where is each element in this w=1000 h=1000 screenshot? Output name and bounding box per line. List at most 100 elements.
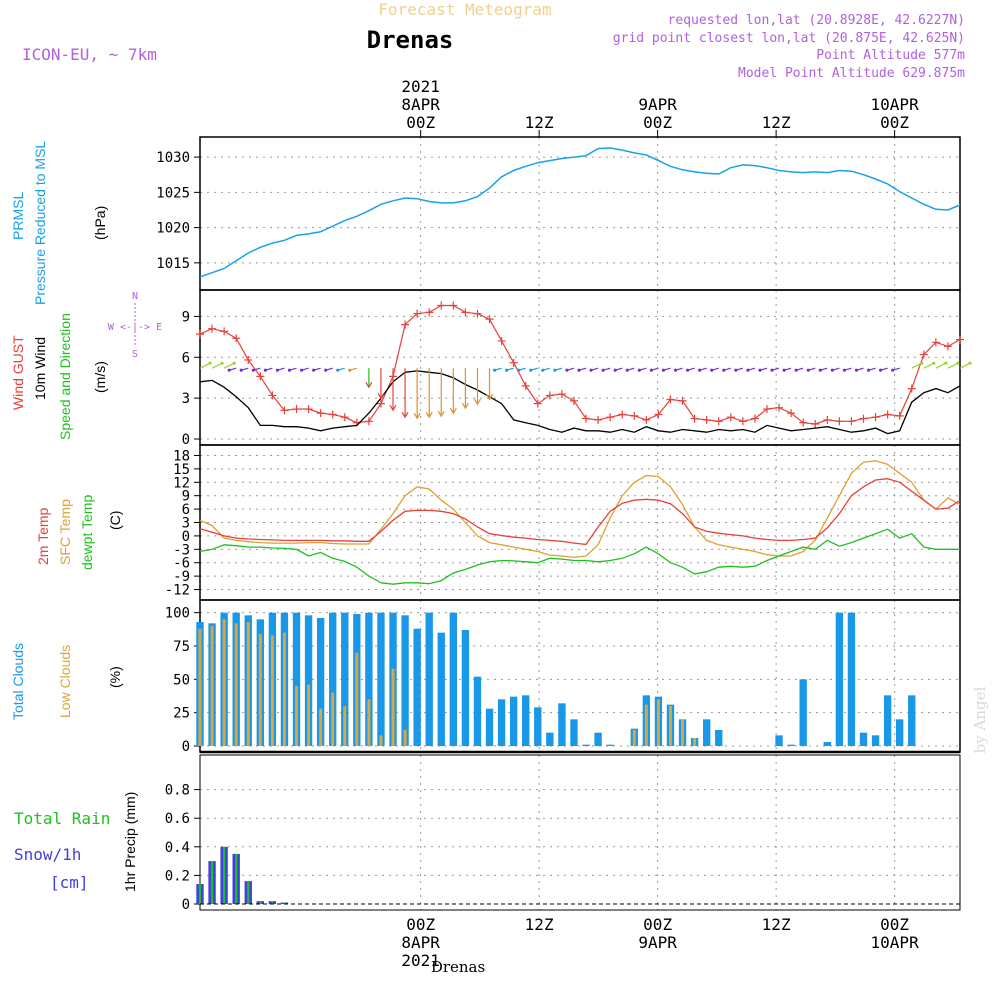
gust-marker (895, 411, 904, 420)
total-cloud-bar (835, 612, 844, 746)
wind-arrowhead (208, 361, 212, 365)
wind-arrowhead (613, 368, 617, 372)
total-cloud-bar (582, 744, 590, 746)
label-wind-gust: Wind GUST (10, 335, 26, 410)
total-cloud-bar (461, 630, 470, 746)
gust-marker (847, 417, 856, 426)
gust-marker (376, 399, 385, 408)
wind-arrow (959, 362, 971, 369)
wind-arrowhead (830, 368, 834, 372)
pressure-series (199, 147, 961, 278)
gust-marker (666, 395, 675, 404)
low-cloud-bar (669, 706, 672, 746)
wind-arrowhead (637, 368, 641, 372)
wind-arrow (199, 362, 211, 369)
temp-sfc-line (199, 460, 961, 559)
wind-arrowhead (437, 410, 445, 418)
wind-arrowhead (565, 368, 569, 372)
gust-marker (630, 411, 639, 420)
wind-arrowhead (968, 361, 972, 365)
gust-marker (919, 350, 928, 359)
wind-arrowhead (413, 412, 421, 420)
wind-arrowhead (473, 398, 481, 406)
wind-arrowhead (673, 368, 678, 372)
total-cloud-bar (522, 695, 530, 746)
precip-series (196, 846, 960, 905)
wind-arrowhead (232, 361, 236, 365)
wind-arrowhead (944, 361, 948, 365)
wind-arrowhead (553, 368, 557, 372)
wind-arrowhead (782, 368, 786, 372)
wind-arrow (223, 362, 235, 369)
wind-arrowhead (956, 361, 960, 365)
gust-marker (775, 403, 784, 412)
y-tick-label: -12 (165, 583, 190, 599)
low-cloud-bar (367, 699, 371, 746)
gust-marker (835, 417, 844, 426)
wind-arrowhead (661, 368, 666, 372)
low-cloud-bar (198, 628, 202, 746)
wind-arrowhead (722, 368, 726, 372)
total-cloud-bar (316, 618, 325, 746)
dewpt-line (199, 528, 960, 585)
date-label-bottom: 10APR (871, 933, 920, 952)
total-cloud-bar (546, 732, 554, 746)
y-tick-label: 3 (182, 391, 190, 407)
label-low-clouds: Low Clouds (57, 645, 73, 718)
label-speed-direction: Speed and Direction (57, 313, 73, 440)
total-cloud-bar (558, 703, 566, 746)
model-point-altitude: Model Point Altitude 629.875m (738, 66, 965, 81)
y-tick-label: 15 (173, 462, 190, 478)
y-tick-label: 0.4 (165, 840, 190, 856)
low-cloud-bar (343, 706, 347, 746)
low-cloud-bar (222, 619, 226, 746)
rain-bar (198, 883, 202, 904)
gust-marker (714, 417, 723, 426)
label-percent: (%) (107, 666, 123, 688)
gust-marker (220, 327, 229, 336)
total-cloud-bar (473, 676, 482, 746)
cloud-series (196, 612, 916, 746)
y-tick-label: 75 (173, 639, 190, 655)
total-cloud-bar (896, 719, 904, 746)
wind-arrowhead (401, 411, 409, 419)
y-tick-label: 1015 (156, 256, 190, 272)
total-cloud-bar (787, 744, 795, 746)
wind-arrowhead (541, 368, 545, 372)
low-cloud-bar (403, 730, 407, 746)
gust-marker (931, 338, 940, 347)
gust-marker (883, 410, 892, 419)
rain-bar (235, 853, 238, 904)
wind-arrowhead (854, 368, 859, 372)
gust-marker (618, 410, 627, 419)
wind-arrowhead (879, 368, 883, 372)
y-tick-label: 50 (173, 672, 190, 688)
y-tick-label: 1030 (156, 150, 190, 166)
total-cloud-bar (702, 719, 711, 746)
low-cloud-bar (319, 708, 323, 746)
gust-marker (642, 415, 651, 424)
wind-arrowhead (842, 368, 847, 372)
date-label-bottom: 9APR (638, 933, 677, 952)
label-dewpt-temp: dewpt Temp (79, 495, 95, 570)
wind-arrowhead (377, 392, 385, 400)
gust-marker (473, 309, 482, 318)
y-tick-label: 12 (173, 475, 190, 491)
gust-marker (401, 320, 410, 329)
wind-arrowhead (365, 381, 373, 389)
total-cloud-bar (497, 699, 506, 746)
label-sfc-temp: SFC Temp (57, 499, 73, 565)
label-prmsl: PRMSL (10, 192, 26, 240)
total-cloud-bar (908, 695, 916, 746)
total-cloud-bar (883, 695, 892, 746)
y-tick-label: 6 (182, 502, 190, 518)
y-tick-label: 3 (182, 516, 190, 532)
y-tick-label: 0 (182, 432, 190, 448)
gust-marker (545, 391, 554, 400)
panels: 10151020102510300369-12-9-6-303691215180… (156, 136, 961, 913)
temperature-series (199, 460, 961, 585)
title-faded: Forecast Meteogram (378, 0, 551, 19)
date-label-top: 8APR (401, 95, 440, 114)
grid-point-coords: grid point closest lon,lat (20.875E, 42.… (613, 31, 965, 46)
wind-arrowhead (299, 368, 304, 372)
